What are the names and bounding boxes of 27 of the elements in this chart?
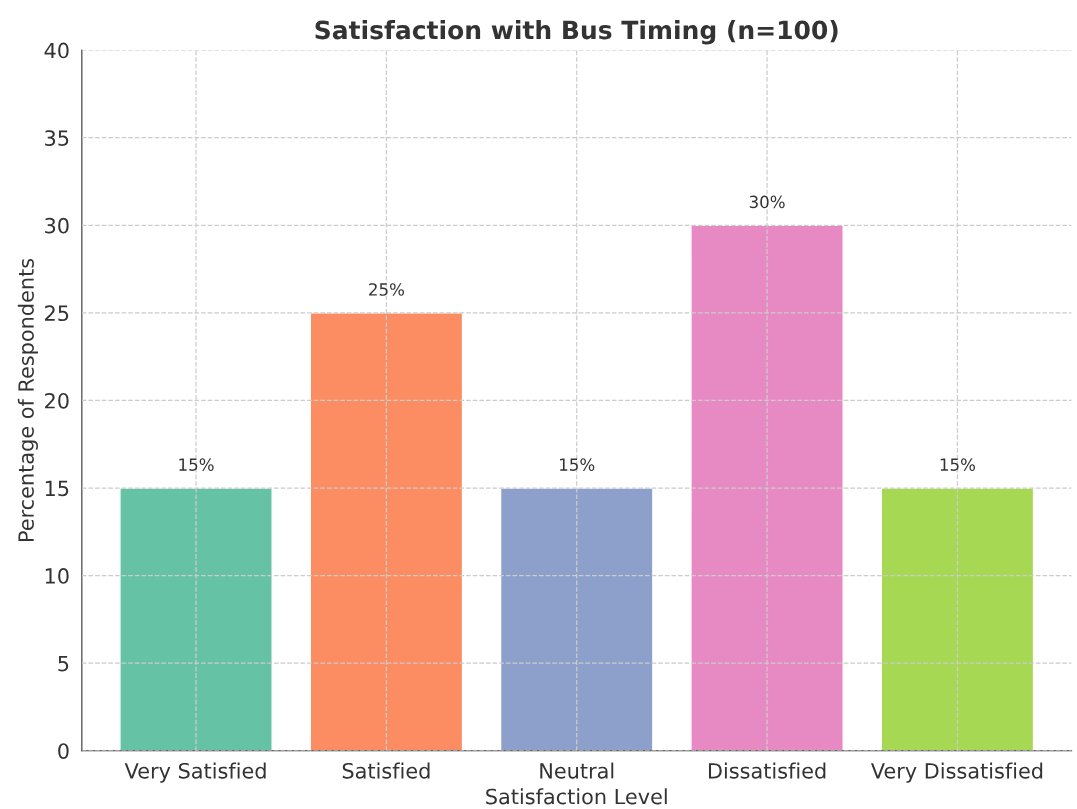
x-tick-label: Satisfied [342,762,430,779]
data-label: 15% [560,458,595,471]
y-tick-label: 20 [45,392,69,409]
chart-title: Satisfaction with Bus Timing (n=100) [315,20,838,45]
x-tick-label: Dissatisfied [708,762,826,779]
data-label: 30% [749,195,785,209]
bar [119,487,273,751]
x-tick-label: Very Dissatisfied [870,762,1043,783]
y-tick-label: 10 [45,568,69,584]
x-tick-label: Neutral [540,762,614,779]
y-axis-title: Percentage of Respondents [17,258,38,541]
y-tick-label: 0 [58,743,69,759]
y-tick-label: 35 [45,130,69,146]
data-label: 15% [940,458,976,471]
y-tick-label: 25 [45,305,69,322]
y-tick-label: 15 [45,480,69,497]
data-label: 15% [179,458,214,471]
bar [499,487,654,751]
data-label: 25% [369,283,404,296]
bar [880,487,1035,751]
x-axis-title: Satisfaction Level [486,788,667,805]
x-tick-label: Very Satisfied [124,762,266,783]
y-tick-label: 40 [44,42,69,59]
y-tick-label: 30 [45,217,69,234]
bar [309,312,464,751]
y-tick-label: 5 [58,655,69,672]
bar [690,224,844,751]
